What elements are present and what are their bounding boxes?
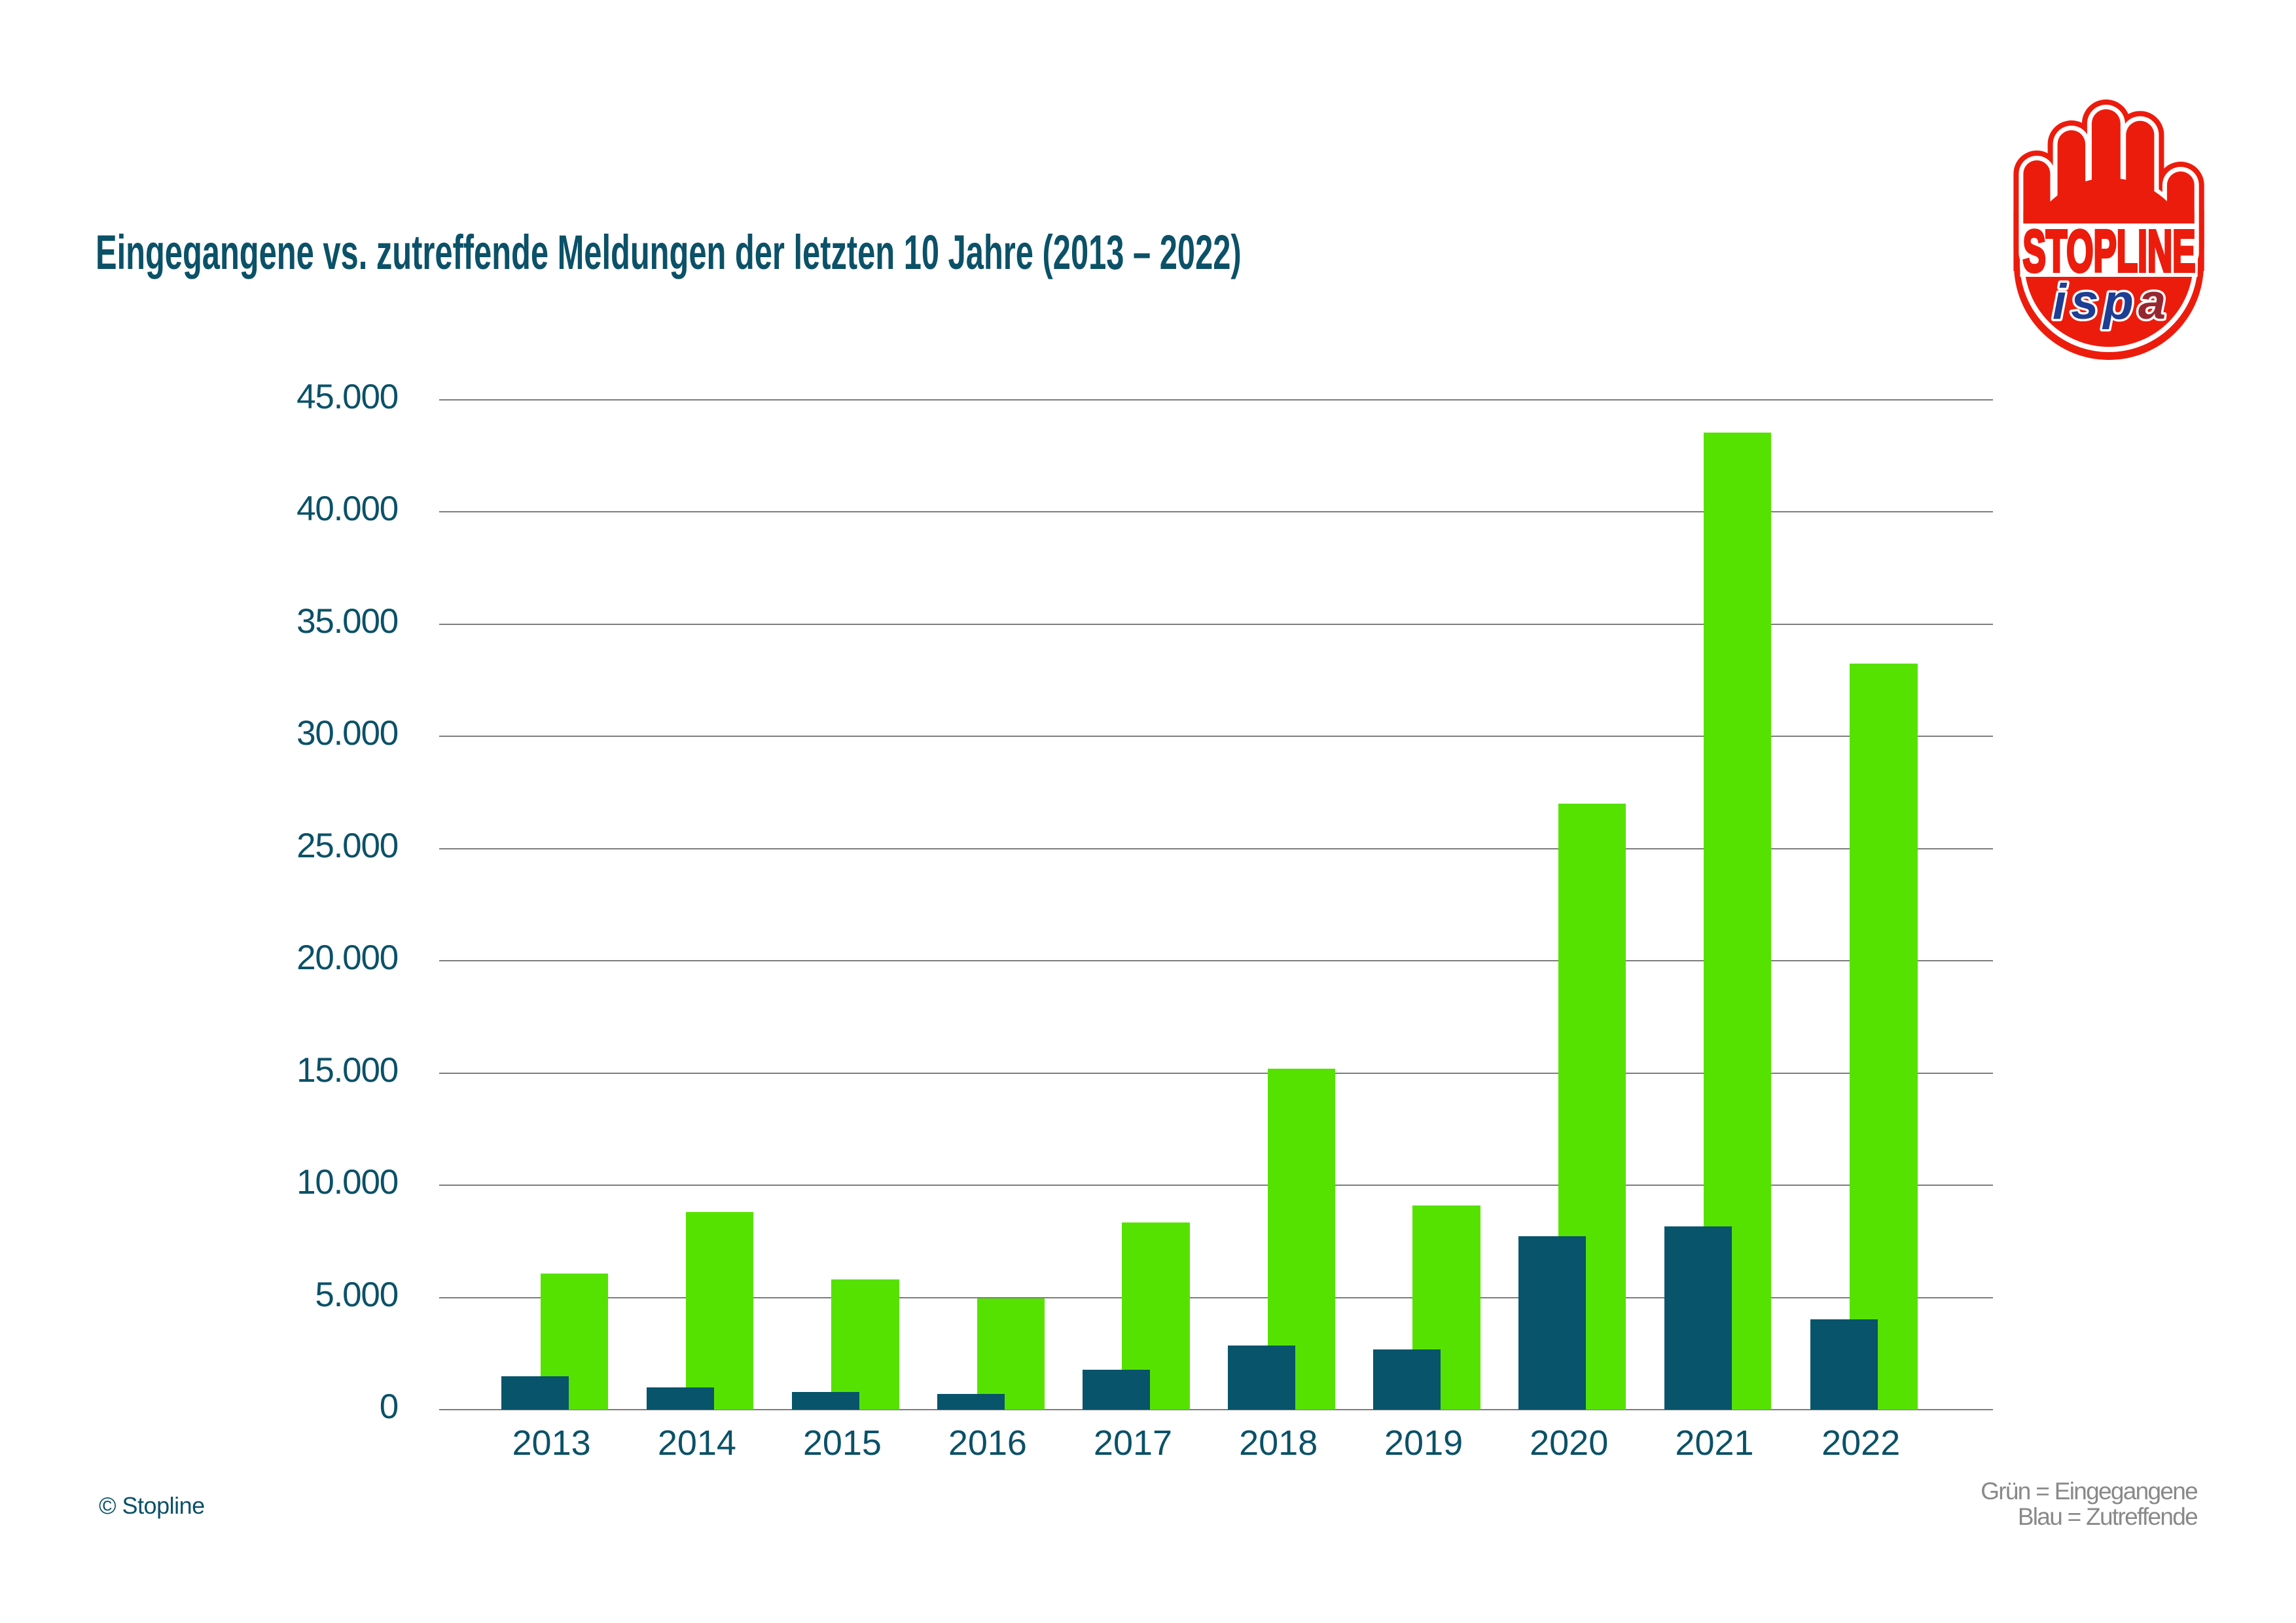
- svg-text:STOPLINE: STOPLINE: [2023, 219, 2196, 284]
- svg-text:ispa: ispa: [2053, 274, 2170, 330]
